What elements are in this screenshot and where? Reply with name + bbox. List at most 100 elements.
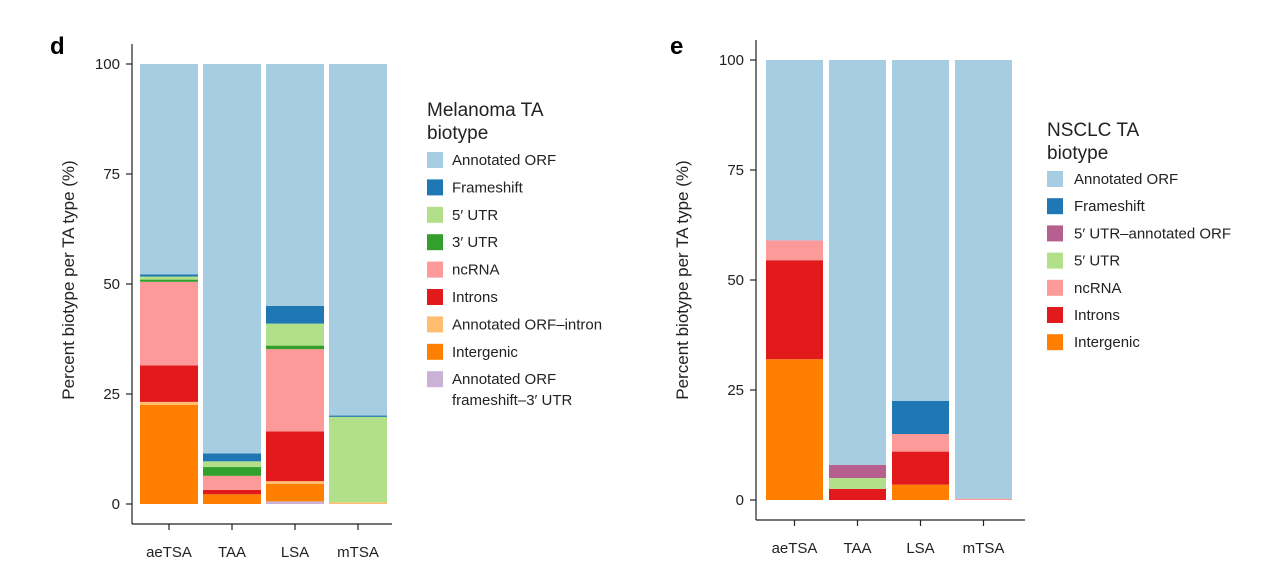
panel-d-bar-taa-intergenic xyxy=(203,494,261,504)
panel-d-bar-aetsa-annotated-orf xyxy=(140,64,198,275)
panel-e-legend-label-annotated-orf: Annotated ORF xyxy=(1074,171,1178,188)
panel-d-legend-title-line-1: Melanoma TA xyxy=(427,100,544,121)
panel-e-ytick-label-25: 25 xyxy=(727,382,744,399)
panel-e-bar-lsa-introns xyxy=(892,451,949,485)
panel-e-legend-swatch-introns xyxy=(1047,307,1063,323)
panel-d-legend-label-annotated-orf-frameshift-3-utr-line-2: frameshift–3′ UTR xyxy=(452,392,573,409)
panel-d-legend-swatch-5-utr xyxy=(427,206,443,223)
panel-d-ytick-label-75: 75 xyxy=(103,166,120,183)
panel-d-legend-label-3-utr: 3′ UTR xyxy=(452,234,498,251)
panel-e-bar-aetsa-annotated-orf xyxy=(766,60,823,241)
panel-e-xtick-label-lsa: LSA xyxy=(906,540,934,557)
panel-d-legend-label-annotated-orf-intron: Annotated ORF–intron xyxy=(452,316,602,333)
panel-d-bar-aetsa-intergenic xyxy=(140,405,198,504)
panel-d-legend-swatch-frameshift xyxy=(427,179,443,196)
panel-d-xtick-label-mtsa: mTSA xyxy=(337,544,379,561)
panel-d-legend-label-annotated-orf: Annotated ORF xyxy=(452,152,556,169)
panel-d-ytick-label-50: 50 xyxy=(103,276,120,293)
panel-d-bar-mtsa-frameshift xyxy=(329,415,387,417)
panel-e-bar-lsa-ncrna xyxy=(892,434,949,452)
panel-d-bar-mtsa-annotated-orf xyxy=(329,64,387,416)
panel-e-legend-label-intergenic: Intergenic xyxy=(1074,334,1140,351)
panel-e-ytick-label-75: 75 xyxy=(727,162,744,179)
panel-e-legend-swatch-ncrna xyxy=(1047,279,1063,296)
panel-d-bar-aetsa-3-utr xyxy=(140,279,198,282)
panel-d-legend-label-5-utr: 5′ UTR xyxy=(452,207,498,224)
panel-d-bar-taa-frameshift xyxy=(203,453,261,462)
panel-d-bar-lsa-annotated-orf xyxy=(266,64,324,306)
panel-d-bar-lsa-5-utr xyxy=(266,323,324,346)
panel-d-bar-aetsa-5-utr xyxy=(140,276,198,280)
panel-e-legend-label-introns: Introns xyxy=(1074,307,1120,324)
panel-d-bar-aetsa-annotated-orf-intron xyxy=(140,401,198,405)
panel-d-bar-lsa-3-utr xyxy=(266,345,324,350)
panel-e-bar-lsa-frameshift xyxy=(892,401,949,434)
panel-d-bar-mtsa-5-utr xyxy=(329,416,387,503)
panel-e-xtick-label-taa: TAA xyxy=(843,540,871,557)
panel-d-bar-taa-annotated-orf xyxy=(203,64,261,454)
panel-d-bar-aetsa-frameshift xyxy=(140,274,198,277)
panel-e-bar-mtsa-annotated-orf xyxy=(955,60,1012,499)
panel-e-bar-aetsa-intergenic xyxy=(766,359,823,500)
panel-e-legend-title-line-1: NSCLC TA xyxy=(1047,120,1140,141)
panel-e-legend-swatch-annotated-orf xyxy=(1047,171,1063,187)
panel-d-bar-taa-3-utr xyxy=(203,467,261,476)
panel-e-legend-label-frameshift: Frameshift xyxy=(1074,198,1146,215)
panel-e-bar-taa-5-utr xyxy=(829,478,886,489)
panel-e-bar-taa-annotated-orf xyxy=(829,60,886,465)
panel-d-ytick-label-0: 0 xyxy=(112,496,120,513)
panel-e-bar-aetsa-introns xyxy=(766,260,823,360)
panel-e-letter: e xyxy=(670,33,683,60)
panel-e-legend-title-line-2: biotype xyxy=(1047,143,1108,164)
panel-d-legend-swatch-intergenic xyxy=(427,343,443,360)
panel-e-ytick-label-0: 0 xyxy=(736,492,744,509)
panel-e-ytick-label-50: 50 xyxy=(727,272,744,289)
panel-d-bar-lsa-intergenic xyxy=(266,483,324,502)
panel-d-ytick-label-25: 25 xyxy=(103,386,120,403)
panel-d-legend-label-ncrna: ncRNA xyxy=(452,262,500,279)
panel-e-bar-lsa-intergenic xyxy=(892,484,949,500)
panel-e-nsclc: e 0 25 50 75 100 Percent biotype per TA type … xyxy=(670,33,1231,557)
panel-d-legend-swatch-annotated-orf-frameshift-3-utr xyxy=(427,371,443,388)
panel-d-bar-mtsa-annotated-orf-intron xyxy=(329,502,387,504)
panel-d-legend-swatch-introns xyxy=(427,289,443,305)
panel-e-bar-aetsa-ncrna xyxy=(766,240,823,261)
panel-e-ytick-label-100: 100 xyxy=(719,52,744,69)
panel-d-bar-lsa-introns xyxy=(266,431,324,482)
panel-d-bar-lsa-frameshift xyxy=(266,306,324,324)
panel-e-legend-label-ncrna: ncRNA xyxy=(1074,280,1122,297)
panel-d-melanoma: d 0 25 50 75 100 Percent biotype per TA type … xyxy=(50,33,602,561)
panel-d-legend-title-line-2: biotype xyxy=(427,123,488,144)
panel-e-bar-taa-5-utr-annotated-orf xyxy=(829,464,886,478)
panel-d-ytick-label-100: 100 xyxy=(95,56,120,73)
panel-d-bar-taa-introns xyxy=(203,489,261,495)
panel-e-bar-mtsa-ncrna xyxy=(955,498,1012,500)
panel-d-xtick-label-lsa: LSA xyxy=(281,544,309,561)
panel-d-bar-aetsa-introns xyxy=(140,365,198,402)
panel-d-legend-label-frameshift: Frameshift xyxy=(452,179,524,196)
panel-e-legend-swatch-5-utr xyxy=(1047,252,1063,269)
panel-d-legend-label-introns: Introns xyxy=(452,289,498,306)
panel-e-legend-swatch-frameshift xyxy=(1047,198,1063,215)
panel-d-bar-lsa-ncrna xyxy=(266,349,324,432)
panel-e-bar-taa-introns xyxy=(829,489,886,500)
panel-e-xtick-label-aetsa: aeTSA xyxy=(772,540,818,557)
panel-e-bar-lsa-annotated-orf xyxy=(892,60,949,401)
panel-d-legend-swatch-annotated-orf-intron xyxy=(427,316,443,333)
panel-e-legend-swatch-intergenic xyxy=(1047,334,1063,351)
panel-e-y-axis-title: Percent biotype per TA type (%) xyxy=(673,160,692,399)
panel-d-legend-swatch-ncrna xyxy=(427,261,443,278)
panel-d-bar-lsa-annotated-orf-frameshift-3-utr xyxy=(266,501,324,504)
panel-d-xtick-label-taa: TAA xyxy=(218,544,246,561)
panel-d-bar-taa-ncrna xyxy=(203,475,261,490)
panel-d-xtick-label-aetsa: aeTSA xyxy=(146,544,192,561)
panel-d-y-axis-title: Percent biotype per TA type (%) xyxy=(59,160,78,399)
panel-d-legend-label-annotated-orf-frameshift-3-utr: Annotated ORF xyxy=(452,371,556,388)
panel-d-legend-swatch-3-utr xyxy=(427,234,443,251)
panel-e-legend-label-5-utr-annotated-orf: 5′ UTR–annotated ORF xyxy=(1074,225,1231,242)
panel-d-bar-lsa-annotated-orf-intron xyxy=(266,481,324,484)
panel-e-legend-label-5-utr: 5′ UTR xyxy=(1074,253,1120,270)
panel-d-bar-taa-5-utr xyxy=(203,461,261,468)
panel-d-legend-label-intergenic: Intergenic xyxy=(452,344,518,361)
